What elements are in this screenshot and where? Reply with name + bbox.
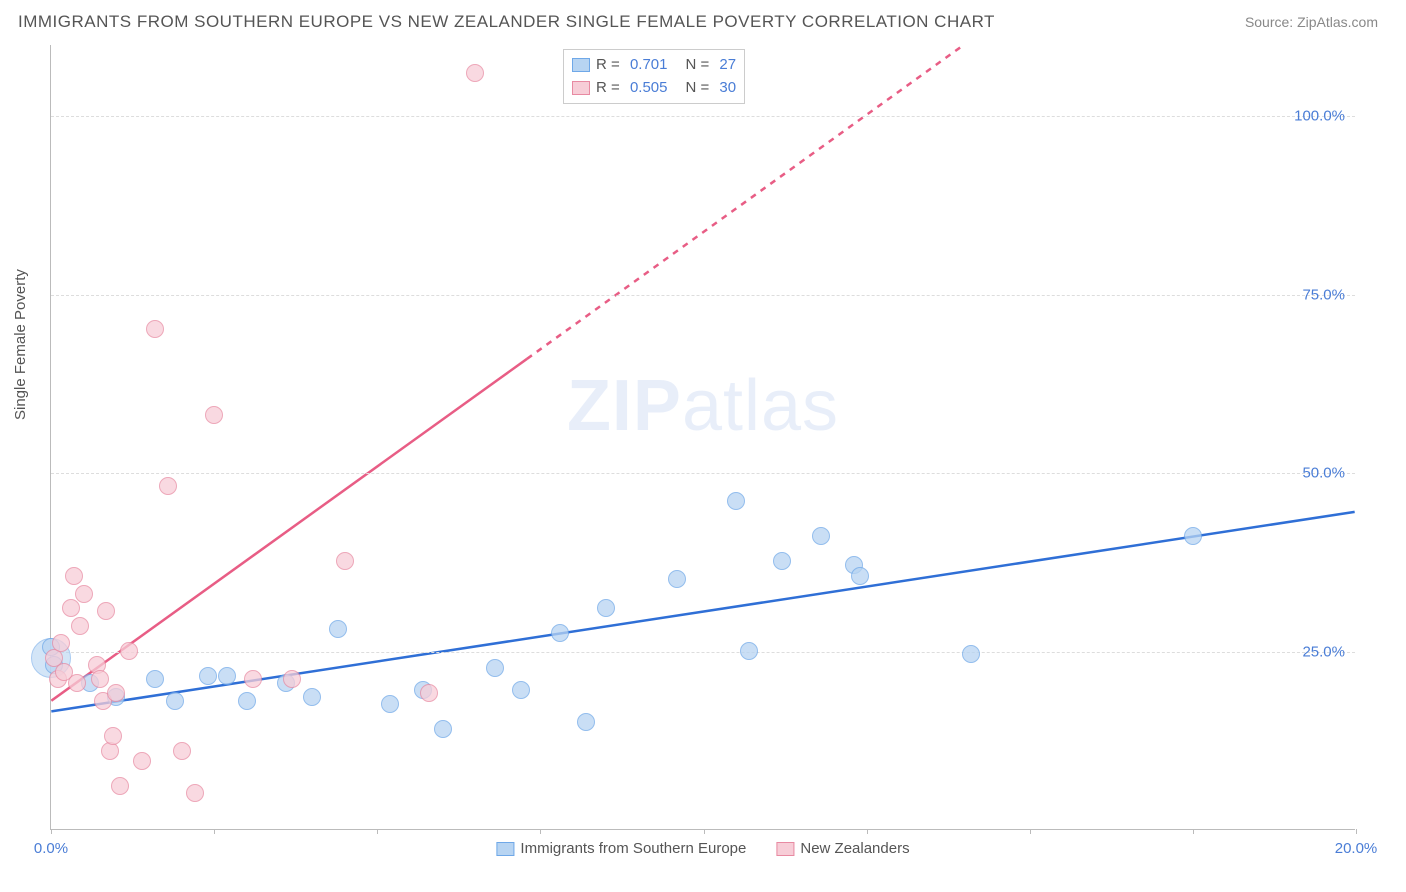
scatter-point [146,320,164,338]
scatter-point [71,617,89,635]
scatter-point [303,688,321,706]
scatter-point [244,670,262,688]
y-tick-label: 25.0% [1302,643,1345,660]
scatter-point [668,570,686,588]
x-tick-mark [1356,829,1357,834]
y-axis-label: Single Female Poverty [12,269,29,420]
scatter-point [420,684,438,702]
x-tick-mark [1030,829,1031,834]
scatter-point [62,599,80,617]
regression-lines-layer [51,45,1355,829]
scatter-point [159,477,177,495]
scatter-point [205,406,223,424]
x-tick-mark [1193,829,1194,834]
scatter-point [812,527,830,545]
gridline [51,652,1355,653]
legend-swatch [776,842,794,856]
scatter-point [466,64,484,82]
scatter-point [186,784,204,802]
legend-r-label: R = [596,54,624,77]
scatter-point [218,667,236,685]
legend-n-value: 30 [719,77,736,100]
x-tick-mark [51,829,52,834]
scatter-point [173,742,191,760]
scatter-point [199,667,217,685]
legend-n-label: N = [685,54,713,77]
gridline [51,116,1355,117]
legend-swatch [496,842,514,856]
legend-series-item: Immigrants from Southern Europe [496,840,746,857]
legend-r-value: 0.701 [630,54,668,77]
legend-series-item: New Zealanders [776,840,909,857]
x-tick-label: 20.0% [1335,840,1378,857]
scatter-point [133,752,151,770]
x-tick-mark [540,829,541,834]
x-tick-mark [867,829,868,834]
scatter-point [329,620,347,638]
legend-n-value: 27 [719,54,736,77]
scatter-point [97,602,115,620]
x-tick-mark [377,829,378,834]
x-tick-mark [214,829,215,834]
y-tick-label: 100.0% [1294,108,1345,125]
scatter-point [740,642,758,660]
x-tick-mark [704,829,705,834]
legend-swatch [572,58,590,72]
scatter-point [773,552,791,570]
scatter-point [104,727,122,745]
scatter-point [551,624,569,642]
plot-area: ZIPatlas R = 0.701N = 27R = 0.505N = 30 … [50,45,1355,830]
legend-correlation-row: R = 0.701 N = 27 [572,54,736,77]
scatter-point [146,670,164,688]
scatter-point [68,674,86,692]
scatter-point [577,713,595,731]
correlation-legend: R = 0.701 N = 27 R = 0.505 N = 30 [563,49,745,104]
legend-r-label: R = [596,77,624,100]
scatter-point [75,585,93,603]
scatter-point [107,684,125,702]
legend-n-label: N = [685,77,713,100]
scatter-point [166,692,184,710]
scatter-point [52,634,70,652]
scatter-point [336,552,354,570]
series-legend: Immigrants from Southern Europe New Zeala… [496,840,909,857]
scatter-point [91,670,109,688]
scatter-point [238,692,256,710]
x-tick-label: 0.0% [34,840,68,857]
chart-title: IMMIGRANTS FROM SOUTHERN EUROPE VS NEW Z… [18,12,995,32]
gridline [51,473,1355,474]
y-tick-label: 50.0% [1302,465,1345,482]
legend-r-value: 0.505 [630,77,668,100]
legend-swatch [572,81,590,95]
scatter-point [434,720,452,738]
y-tick-label: 75.0% [1302,286,1345,303]
legend-correlation-row: R = 0.505 N = 30 [572,77,736,100]
scatter-point [851,567,869,585]
legend-series-label: Immigrants from Southern Europe [520,840,746,857]
scatter-point [962,645,980,663]
scatter-point [1184,527,1202,545]
watermark: ZIPatlas [567,365,839,447]
scatter-point [381,695,399,713]
scatter-point [65,567,83,585]
scatter-point [597,599,615,617]
scatter-point [120,642,138,660]
scatter-point [111,777,129,795]
scatter-point [486,659,504,677]
scatter-point [283,670,301,688]
scatter-point [512,681,530,699]
legend-series-label: New Zealanders [800,840,909,857]
gridline [51,295,1355,296]
scatter-point [727,492,745,510]
source-label: Source: ZipAtlas.com [1245,14,1378,30]
